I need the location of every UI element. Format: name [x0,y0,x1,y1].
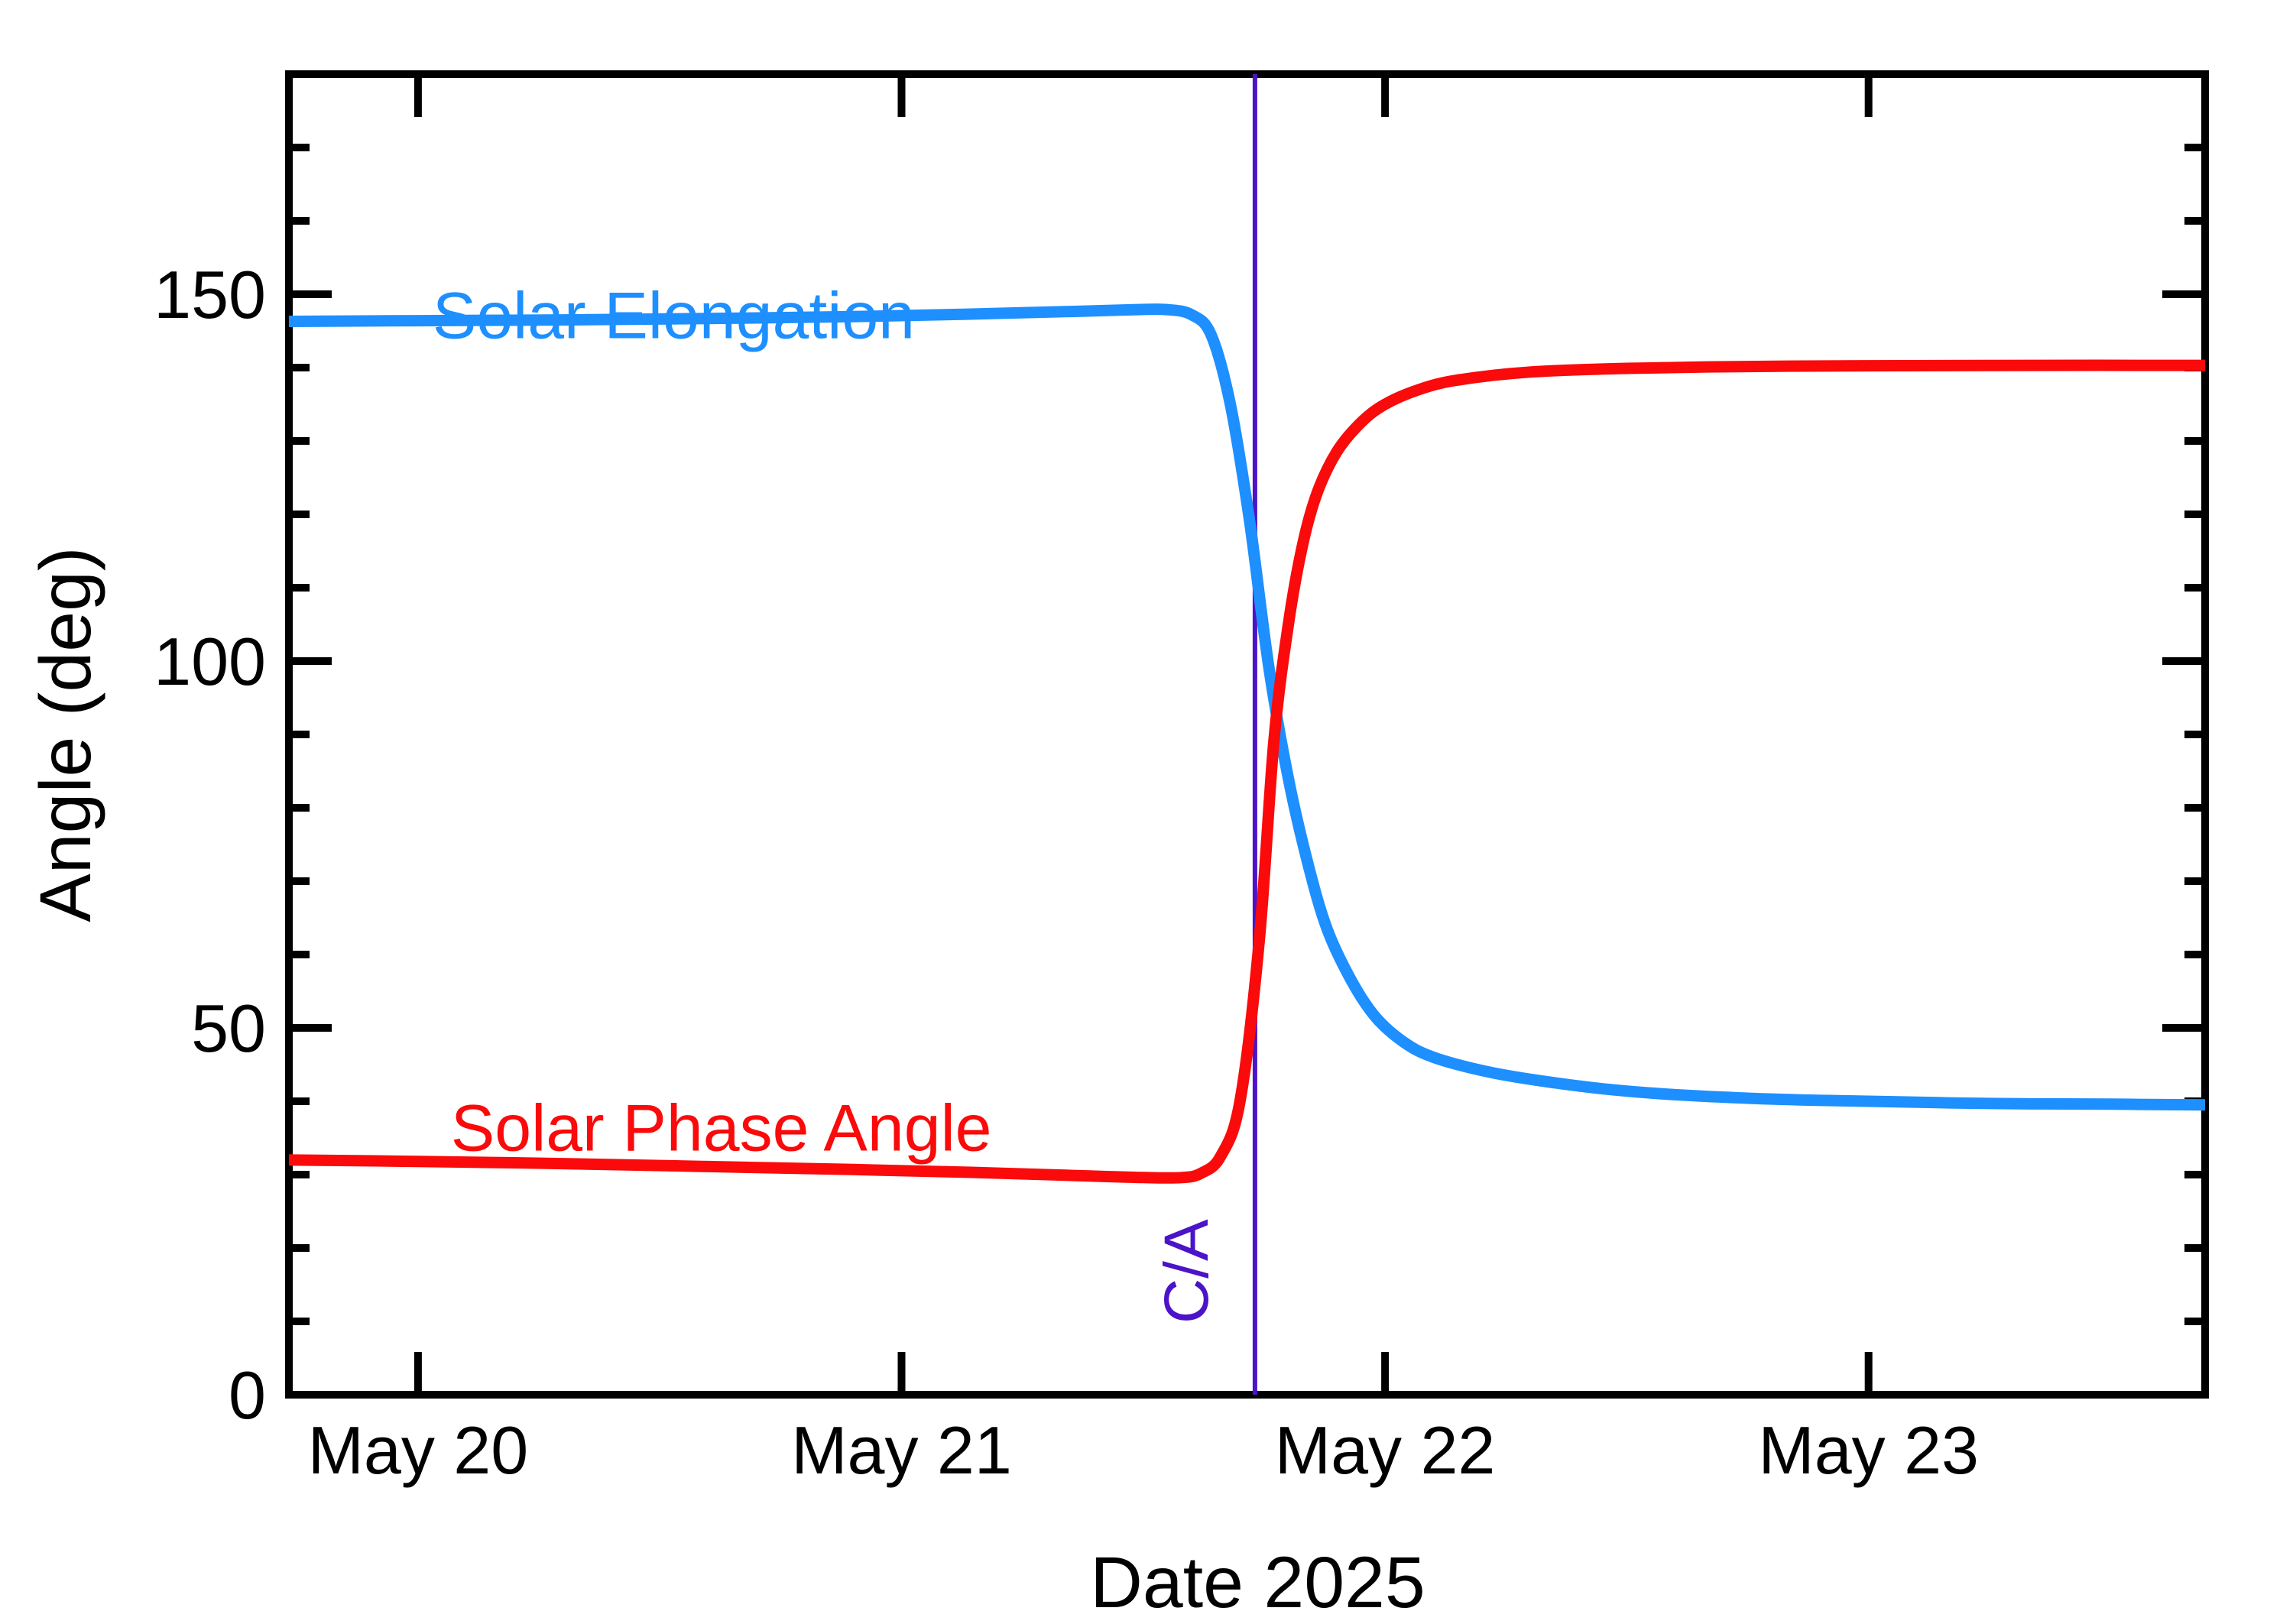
y-major-ticks [289,290,2205,1032]
y-tick-label: 100 [154,624,266,699]
series-line-solar-phase-angle [289,359,2205,1184]
x-tick-label: May 20 [308,1412,529,1488]
x-tick-label: May 23 [1758,1412,1979,1488]
series-curves [289,303,2205,1184]
plot-frame [285,70,2209,1399]
x-tick-label: May 21 [791,1412,1012,1488]
y-tick-label: 0 [229,1357,266,1433]
x-tick-label: May 22 [1275,1412,1496,1488]
y-tick-label: 150 [154,257,266,332]
x-axis-title: Date 2025 [1090,1542,1425,1623]
series-label-solar-elongation: Solar Elongation [433,280,915,353]
close-approach-label: C/A [1152,1219,1221,1324]
series-line-solar-elongation [289,303,2205,1111]
x-major-ticks [414,74,1873,1395]
y-tick-label: 50 [191,990,266,1066]
series-label-solar-phase-angle: Solar Phase Angle [451,1091,992,1165]
y-axis-title: Angle (deg) [25,546,106,922]
